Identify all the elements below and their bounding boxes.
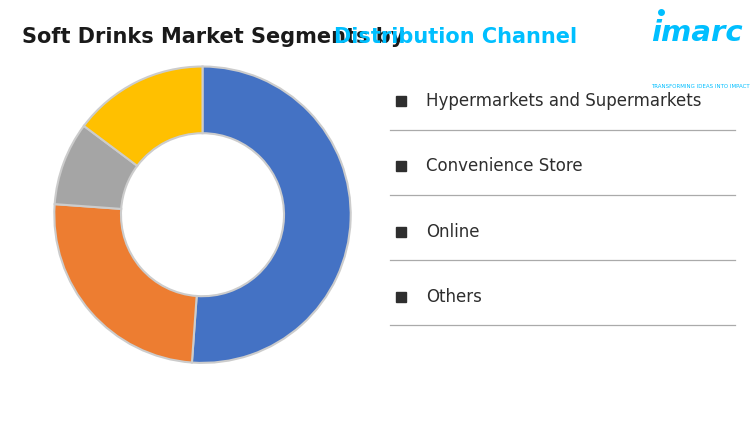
Text: imarc: imarc — [651, 19, 742, 47]
Wedge shape — [55, 126, 137, 209]
Wedge shape — [84, 67, 203, 166]
Text: Distribution Channel: Distribution Channel — [334, 27, 577, 48]
Text: Others: Others — [426, 288, 482, 306]
Text: Soft Drinks Market Segments by: Soft Drinks Market Segments by — [22, 27, 412, 48]
Wedge shape — [192, 67, 351, 363]
Text: Online: Online — [426, 223, 479, 240]
Wedge shape — [54, 204, 196, 362]
Text: Hypermarkets and Supermarkets: Hypermarkets and Supermarkets — [426, 92, 701, 110]
Text: Convenience Store: Convenience Store — [426, 157, 583, 175]
Text: TRANSFORMING IDEAS INTO IMPACT: TRANSFORMING IDEAS INTO IMPACT — [651, 84, 750, 89]
